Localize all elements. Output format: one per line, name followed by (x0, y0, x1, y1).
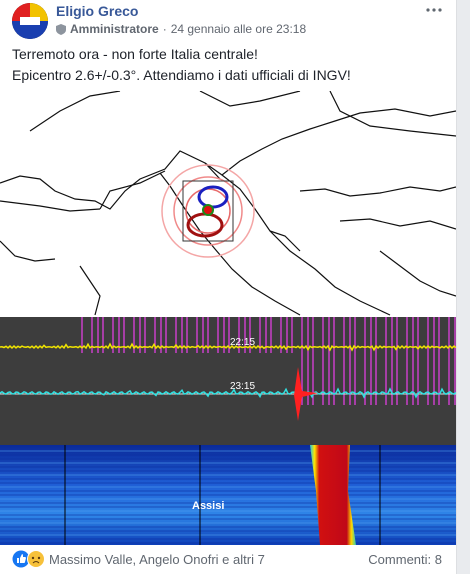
post-image[interactable]: 22:15 23:15 Assisi (0, 91, 456, 546)
post-date[interactable]: 24 gennaio alle ore 23:18 (170, 22, 307, 36)
post-meta: Amministratore · 24 gennaio alle ore 23:… (56, 22, 306, 36)
seismogram (0, 317, 456, 445)
text-line: Epicentro 2.6+/-0.3°. Attendiamo i dati … (12, 67, 351, 83)
separator: · (162, 22, 167, 36)
spectro-texture (0, 445, 456, 545)
quake-spike (294, 367, 318, 421)
more-options[interactable] (426, 8, 442, 12)
comments-count[interactable]: Commenti: 8 (368, 551, 442, 567)
map-outline (0, 91, 456, 316)
sad-icon (27, 550, 45, 568)
post-card: Eligio Greco Amministratore · 24 gennaio… (0, 0, 457, 574)
epicenter (161, 164, 255, 258)
text-line: Terremoto ora - non forte Italia central… (12, 46, 258, 62)
reactions-text[interactable]: Massimo Valle, Angelo Onofri e altri 7 (49, 551, 265, 567)
author-name[interactable]: Eligio Greco (56, 3, 139, 19)
admin-icon (56, 23, 66, 35)
trace (0, 387, 456, 399)
trace (0, 342, 456, 352)
time-label: 22:15 (230, 337, 255, 348)
time-label: 23:15 (230, 381, 255, 392)
reactions-icons[interactable] (12, 550, 45, 568)
station-label: Assisi (192, 500, 224, 512)
avatar[interactable] (12, 3, 48, 39)
role: Amministratore (70, 22, 159, 36)
like-icon (12, 550, 30, 568)
post-footer: Massimo Valle, Angelo Onofri e altri 7 C… (12, 550, 442, 568)
spectro-band (310, 445, 356, 545)
post-text: Terremoto ora - non forte Italia central… (12, 44, 351, 86)
traces (0, 342, 456, 399)
